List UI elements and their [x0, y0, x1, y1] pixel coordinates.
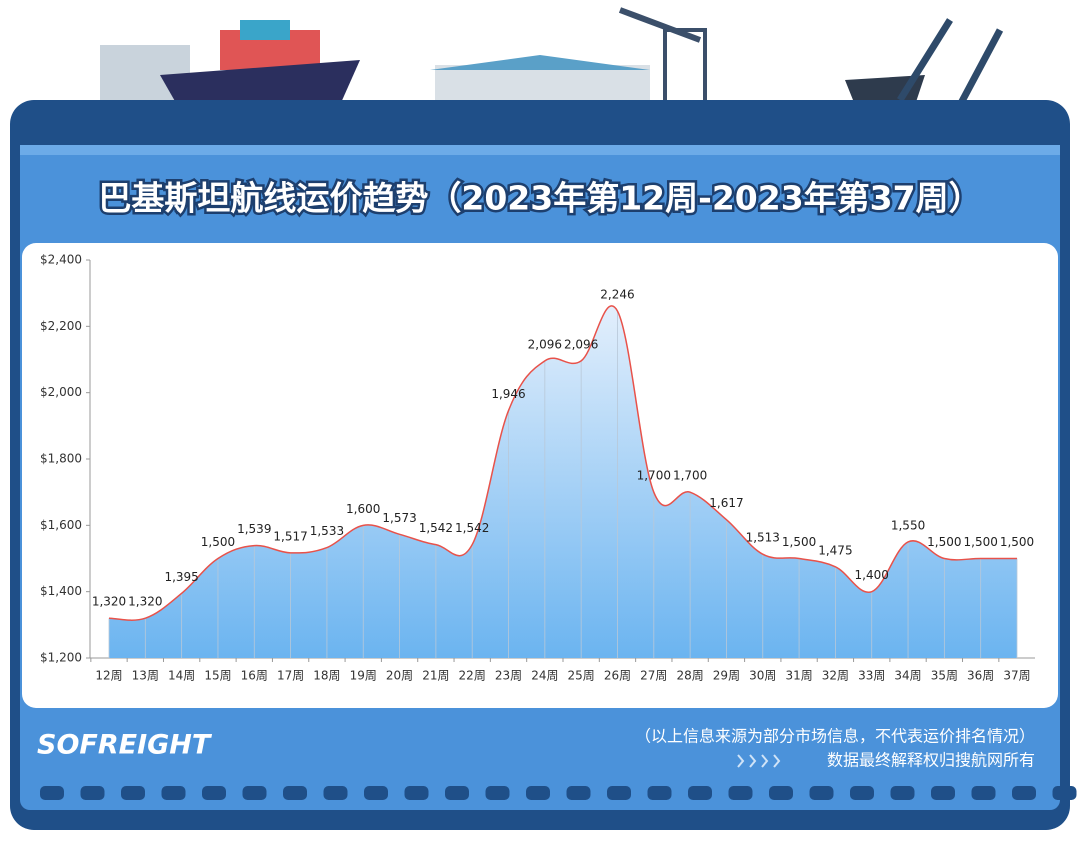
hole	[1052, 786, 1077, 800]
x-tick-label: 26周	[604, 669, 631, 683]
hole	[647, 786, 672, 800]
value-label: 1,320	[92, 595, 126, 609]
hole	[566, 786, 591, 800]
value-label: 1,617	[709, 496, 743, 510]
hole	[364, 786, 388, 800]
copyright-note: 数据最终解释权归搜航网所有	[827, 751, 1035, 770]
hole	[769, 786, 793, 800]
hole	[809, 786, 834, 800]
illustration	[100, 7, 1004, 110]
x-tick-label: 17周	[277, 669, 304, 683]
y-tick-label: $1,800	[40, 452, 82, 466]
source-note: （以上信息来源为部分市场信息，不代表运价排名情况）	[635, 727, 1035, 746]
x-tick-label: 24周	[531, 669, 558, 683]
plot: $1,200 $1,400 $1,600 $1,800 $2,000 $2,200 $2,4…	[40, 253, 1035, 683]
value-label: 1,500	[964, 535, 998, 549]
hole	[526, 786, 550, 800]
line	[108, 305, 1017, 621]
area	[109, 305, 1017, 658]
x-tick-label: 31周	[785, 669, 812, 683]
x-tick-label: 33周	[858, 669, 885, 683]
hole	[283, 786, 307, 800]
x-tick-label: 27周	[640, 669, 667, 683]
value-label: 1,395	[164, 570, 198, 584]
hole	[607, 786, 631, 800]
y-tick-label: $2,400	[40, 253, 82, 267]
value-label: 2,096	[564, 337, 598, 351]
x-tick-label: 25周	[568, 669, 595, 683]
logo: SOFREIGHT	[37, 730, 213, 761]
value-label: 1,700	[673, 469, 707, 483]
value-label: 1,542	[455, 521, 489, 535]
y-tick-label: $2,000	[40, 385, 82, 399]
value-label: 1,500	[201, 535, 235, 549]
x-tick-label: 18周	[313, 669, 340, 683]
value-label: 1,573	[382, 511, 416, 525]
hole	[1012, 786, 1036, 800]
x-tick-label: 37周	[1003, 669, 1030, 683]
value-label: 1,500	[1000, 535, 1034, 549]
hole	[40, 786, 64, 800]
value-label: 1,946	[491, 387, 525, 401]
value-label: 1,542	[419, 521, 453, 535]
hole	[971, 786, 996, 800]
hole	[931, 786, 955, 800]
value-label: 1,550	[891, 518, 925, 532]
value-label: 1,475	[818, 543, 852, 557]
value-label: 1,539	[237, 522, 271, 536]
value-label: 2,246	[600, 288, 634, 302]
hole	[688, 786, 712, 800]
x-tick-label: 14周	[168, 669, 195, 683]
bottom-decoration	[40, 786, 1077, 800]
x-tick-label: 35周	[931, 669, 958, 683]
chart-title: 巴基斯坦航线运价趋势（2023年第12周-2023年第37周）	[98, 179, 981, 218]
hole	[485, 786, 510, 800]
x-tick-label: 23周	[495, 669, 522, 683]
value-label: 1,513	[746, 531, 780, 545]
hole	[161, 786, 186, 800]
hole	[445, 786, 469, 800]
x-tick-label: 13周	[132, 669, 159, 683]
hole	[202, 786, 226, 800]
x-tick-label: 30周	[749, 669, 776, 683]
y-tick-label: $1,600	[40, 518, 82, 532]
arrows	[737, 754, 781, 768]
y-tick-label: $2,200	[40, 319, 82, 333]
x-tick-label: 36周	[967, 669, 994, 683]
x-tick-label: 16周	[241, 669, 268, 683]
hole	[323, 786, 348, 800]
value-label: 1,600	[346, 502, 380, 516]
y-tick-label: $1,400	[40, 584, 82, 598]
hole	[80, 786, 105, 800]
value-label: 1,500	[782, 535, 816, 549]
band	[20, 145, 1060, 155]
x-tick-label: 28周	[676, 669, 703, 683]
hole	[850, 786, 874, 800]
y-tick-label: $1,200	[40, 651, 82, 665]
x-tick-label: 19周	[350, 669, 377, 683]
x-tick-label: 12周	[95, 669, 122, 683]
value-label: 1,517	[273, 529, 307, 543]
x-tick-label: 34周	[894, 669, 921, 683]
value-label: 1,500	[927, 535, 961, 549]
value-label: 1,700	[637, 469, 671, 483]
value-label: 1,400	[855, 568, 889, 582]
x-tick-label: 22周	[459, 669, 486, 683]
x-tick-label: 32周	[822, 669, 849, 683]
value-label: 1,533	[310, 524, 344, 538]
hole	[890, 786, 915, 800]
value-label: 1,320	[128, 595, 162, 609]
hole	[242, 786, 267, 800]
hole	[121, 786, 145, 800]
hole	[728, 786, 753, 800]
hole	[404, 786, 429, 800]
x-tick-label: 15周	[204, 669, 231, 683]
value-label: 2,096	[528, 337, 562, 351]
x-tick-label: 21周	[422, 669, 449, 683]
x-tick-label: 20周	[386, 669, 413, 683]
x-tick-label: 29周	[713, 669, 740, 683]
